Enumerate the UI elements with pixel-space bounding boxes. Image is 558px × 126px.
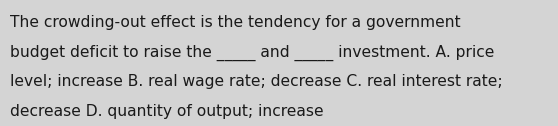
Text: decrease D. quantity of output; increase: decrease D. quantity of output; increase bbox=[10, 104, 324, 119]
Text: The crowding-out effect is the tendency for a government: The crowding-out effect is the tendency … bbox=[10, 15, 461, 30]
Text: budget deficit to raise the _____ and _____ investment. A. price: budget deficit to raise the _____ and __… bbox=[10, 45, 494, 61]
Text: level; increase B. real wage rate; decrease C. real interest rate;: level; increase B. real wage rate; decre… bbox=[10, 74, 503, 89]
